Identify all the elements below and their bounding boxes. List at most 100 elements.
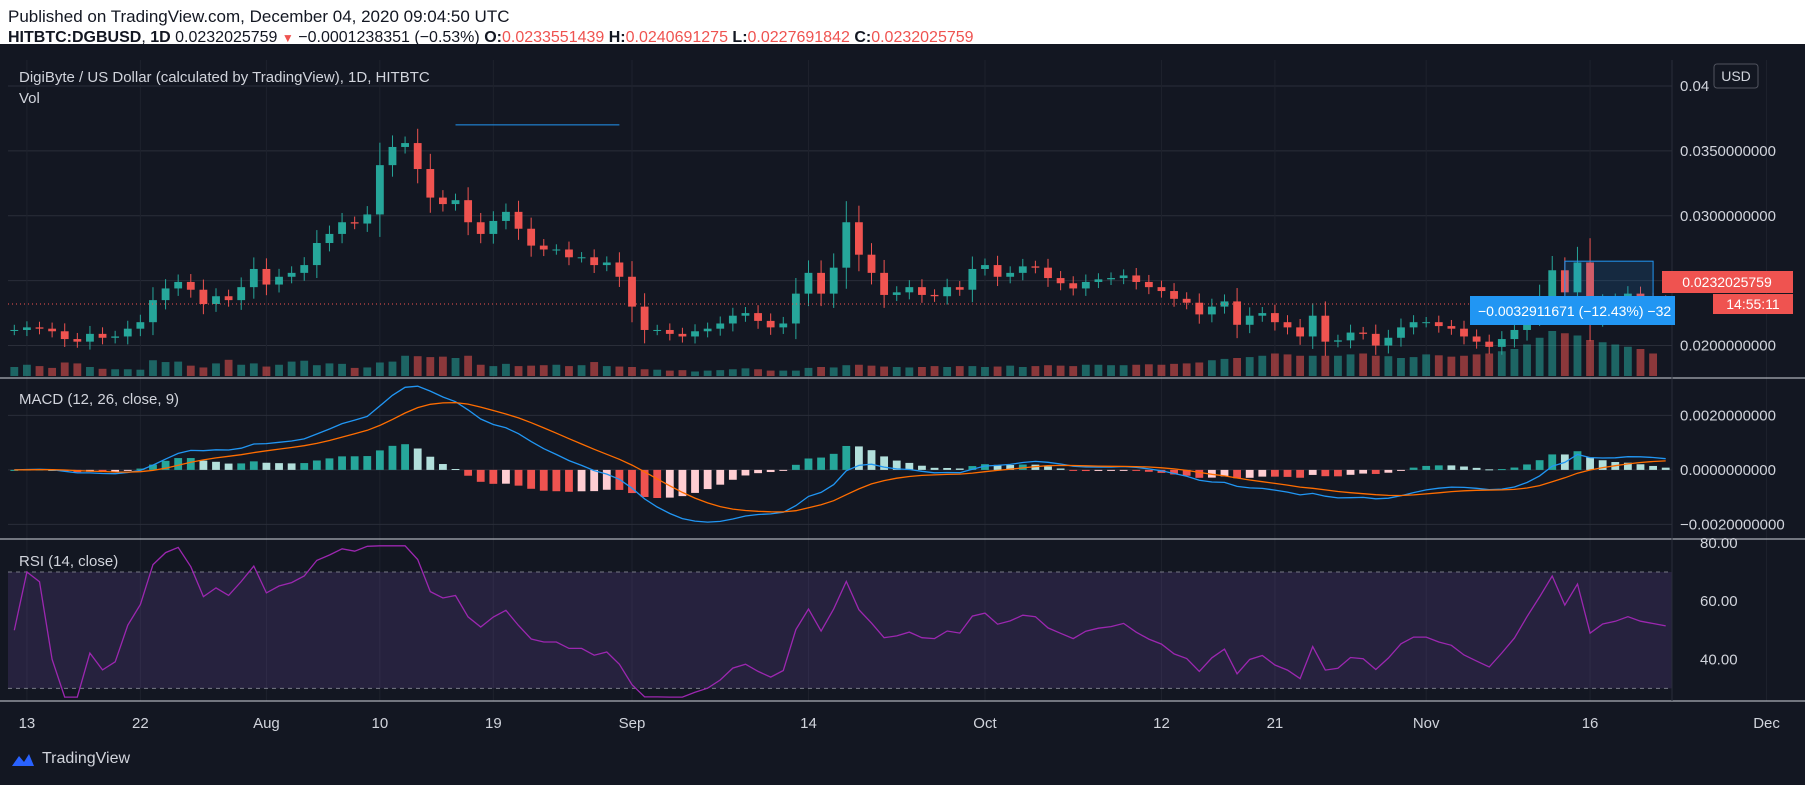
candle-body <box>577 257 586 259</box>
volume-bar <box>1397 358 1405 376</box>
volume-bar <box>817 367 825 376</box>
candle-body <box>312 243 321 266</box>
macd-hist-bar <box>728 469 737 480</box>
volume-bar <box>1258 355 1267 376</box>
time-tick-label: 22 <box>132 715 149 732</box>
macd-hist-bar <box>766 469 775 473</box>
macd-hist-bar <box>1296 469 1305 478</box>
macd-hist-bar <box>1283 469 1292 477</box>
volume-bar <box>1384 356 1393 376</box>
rsi-pane <box>8 545 1672 698</box>
macd-hist-bar <box>489 469 498 484</box>
macd-hist-bar <box>867 450 876 470</box>
candle-body <box>1245 315 1254 325</box>
down-arrow-icon: ▼ <box>281 31 294 45</box>
macd-hist-bar <box>955 468 964 470</box>
volume-bar <box>1334 355 1342 376</box>
rsi-label: RSI (14, close) <box>19 553 118 570</box>
rsi-tick-label: 40.00 <box>1700 651 1738 668</box>
volume-bar <box>1409 357 1418 376</box>
volume-bar <box>161 362 170 376</box>
chart-canvas[interactable]: 0.040.03500000000.03000000000.0250000000… <box>0 44 1805 785</box>
macd-hist-bar <box>1107 469 1115 471</box>
currency-button[interactable] <box>1713 63 1759 89</box>
macd-hist-bar <box>439 464 447 470</box>
macd-hist-bar <box>918 465 926 470</box>
macd-hist-bar <box>161 460 170 470</box>
volume-bar <box>1308 355 1317 376</box>
macd-hist-bar <box>300 463 309 470</box>
volume-bar <box>1611 344 1620 376</box>
candle-body <box>1434 322 1443 327</box>
macd-hist-bar <box>401 444 409 470</box>
volume-bar <box>413 356 422 376</box>
macd-hist-bar <box>628 469 636 494</box>
macd-hist-bar <box>1308 469 1317 475</box>
volume-bar <box>565 366 573 376</box>
volume-bar <box>1371 355 1380 376</box>
volume-bar <box>993 366 1002 376</box>
candle-body <box>1271 313 1279 323</box>
candle-body <box>35 327 44 329</box>
macd-hist-bar <box>1422 465 1431 470</box>
candle-body <box>741 313 750 316</box>
candle-body <box>1195 302 1204 315</box>
candle-body <box>892 292 901 295</box>
macd-hist-bar <box>464 469 473 476</box>
time-tick-label: Nov <box>1413 715 1440 732</box>
candle-body <box>98 333 107 338</box>
volume-bar <box>401 355 409 376</box>
time-tick-label: 12 <box>1153 715 1170 732</box>
candle-body <box>527 228 536 246</box>
candle-body <box>1258 313 1267 316</box>
volume-bar <box>1359 353 1368 376</box>
macd-hist-bar <box>1018 464 1027 470</box>
macd-hist-bar <box>1661 467 1670 470</box>
macd-hist-bar <box>426 456 435 470</box>
change-label: −0.0001238351 (−0.53%) <box>298 29 480 46</box>
candle-body <box>602 262 611 266</box>
volume-bar <box>388 361 397 376</box>
volume-bar <box>1485 353 1494 376</box>
time-tick-label: 14 <box>800 715 817 732</box>
candle-body <box>1018 266 1027 273</box>
candle-body <box>842 222 851 268</box>
macd-hist-bar <box>275 463 283 470</box>
candle-body <box>1107 278 1115 280</box>
candle-body <box>1056 278 1065 284</box>
macd-hist-bar <box>1245 469 1254 478</box>
candle-body <box>640 306 649 330</box>
candle-body <box>791 293 800 324</box>
macd-hist-bar <box>678 469 687 497</box>
volume-bar <box>1132 364 1141 376</box>
candle-body <box>237 287 246 301</box>
volume-bars <box>10 331 1657 376</box>
candle-body <box>1170 291 1178 299</box>
volume-bar <box>918 367 926 376</box>
main-title: DigiByte / US Dollar (calculated by Trad… <box>19 69 430 86</box>
close-key: C: <box>854 29 872 46</box>
macd-hist-bar <box>212 461 220 470</box>
candle-body <box>439 197 447 205</box>
candle-body <box>1094 279 1103 282</box>
rsi-band-fill <box>8 572 1672 689</box>
volume-bar <box>678 370 687 376</box>
candle-body <box>199 289 208 305</box>
candle-body <box>918 287 926 295</box>
candle-body <box>1069 283 1078 289</box>
candle-body <box>224 296 233 301</box>
candle-body <box>968 268 977 290</box>
macd-hist-bar <box>136 468 145 470</box>
candle-body <box>1031 266 1040 268</box>
tradingview-logo[interactable]: TradingView <box>10 750 130 768</box>
candle-body <box>1006 272 1015 277</box>
macd-hist-bar <box>350 456 359 470</box>
macd-hist-bar <box>590 469 599 492</box>
macd-hist-bar <box>1069 469 1078 471</box>
rsi-tick-label: 60.00 <box>1700 593 1738 610</box>
volume-bar <box>1069 366 1078 376</box>
macd-hist-bar <box>539 469 548 491</box>
candle-body <box>325 233 334 244</box>
candle-body <box>678 333 687 337</box>
macd-hist-bar <box>1397 469 1405 471</box>
